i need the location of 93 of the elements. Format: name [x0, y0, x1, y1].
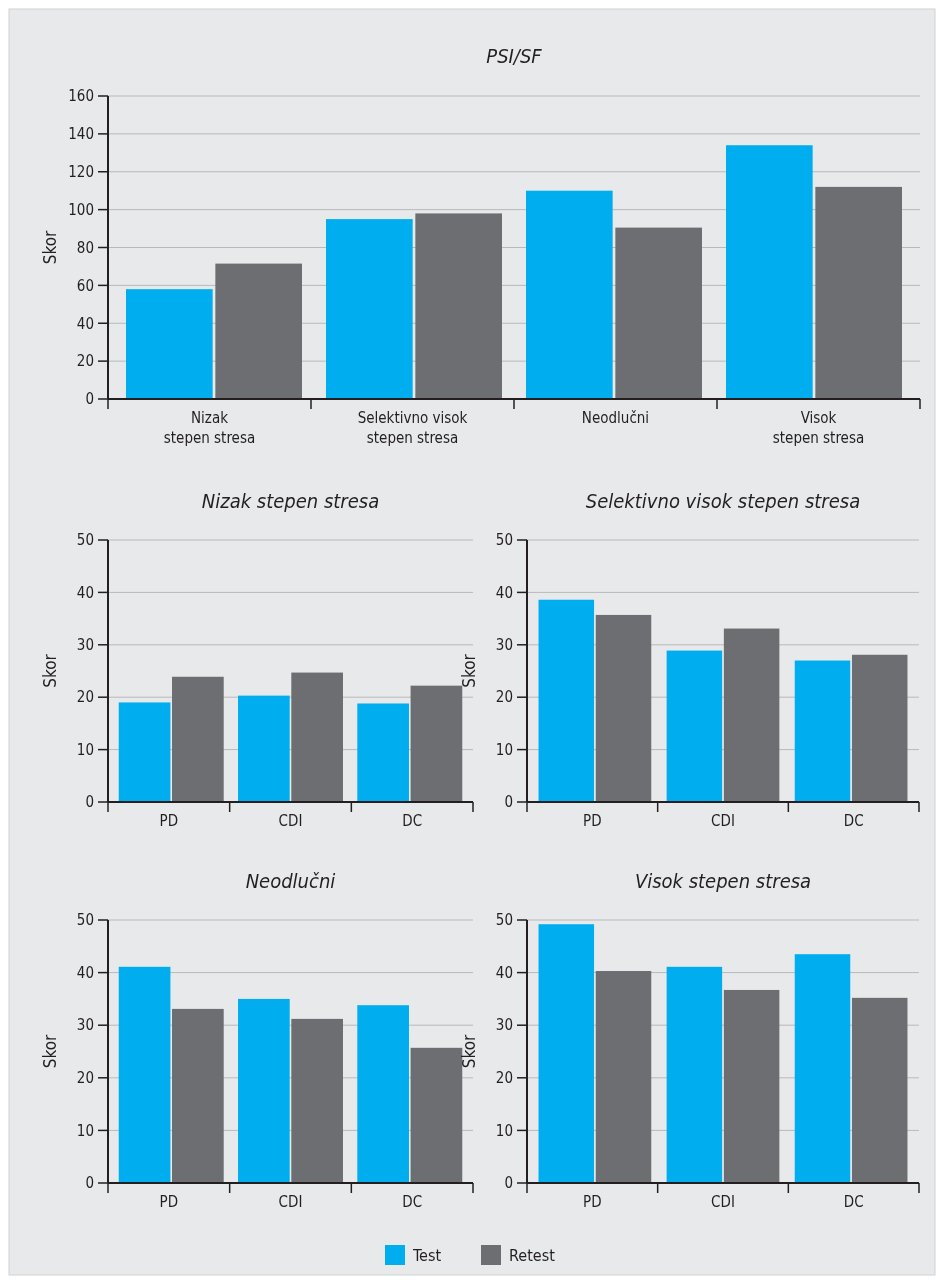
- x-tick-label: PD: [583, 812, 602, 830]
- x-tick-label: CDI: [711, 1193, 735, 1211]
- bar: [538, 924, 595, 1183]
- bar: [357, 1005, 409, 1183]
- y-tick-label: 0: [85, 390, 94, 409]
- y-tick-label: 30: [495, 636, 513, 655]
- y-tick-label: 0: [85, 1174, 94, 1193]
- x-tick-label: CDI: [278, 1193, 303, 1211]
- y-tick-label: 20: [76, 1069, 94, 1088]
- y-tick-label: 50: [495, 911, 513, 930]
- y-tick-label: 160: [68, 87, 94, 106]
- y-axis-title: Skor: [40, 1033, 60, 1069]
- chart-title: Visok stepen stresa: [634, 869, 812, 893]
- bar: [726, 145, 813, 399]
- y-axis-title: Skor: [459, 653, 479, 688]
- bar: [118, 702, 171, 802]
- bar: [723, 628, 780, 802]
- bar: [410, 685, 463, 802]
- y-tick-label: 0: [504, 793, 513, 812]
- x-tick-label: DC: [843, 812, 864, 830]
- y-tick-label: 10: [495, 1121, 513, 1140]
- bar: [126, 289, 213, 399]
- y-tick-label: 50: [76, 531, 94, 550]
- y-axis-title: Skor: [40, 229, 60, 265]
- bar: [595, 971, 652, 1183]
- bar: [666, 650, 723, 802]
- x-tick-label: CDI: [711, 812, 735, 830]
- y-tick-label: 30: [495, 1016, 513, 1035]
- y-tick-label: 40: [495, 583, 513, 602]
- bar: [794, 954, 851, 1183]
- x-tick-label: DC: [843, 1193, 864, 1211]
- bar: [615, 227, 702, 399]
- y-tick-label: 40: [76, 314, 94, 333]
- bar: [410, 1047, 463, 1183]
- chart-title: Selektivno visok stepen stresa: [585, 489, 861, 513]
- y-tick-label: 0: [504, 1174, 513, 1193]
- x-tick-label: Selektivno visok stepen stresa: [357, 409, 468, 447]
- bar: [666, 966, 723, 1183]
- chart-title: Nizak stepen stresa: [201, 489, 380, 513]
- bar: [238, 695, 290, 802]
- y-tick-label: 60: [76, 276, 94, 295]
- x-tick-label: DC: [402, 812, 423, 830]
- bar: [291, 1018, 343, 1183]
- bar: [851, 997, 908, 1183]
- y-tick-label: 20: [76, 352, 94, 371]
- y-tick-label: 80: [76, 238, 94, 257]
- y-tick-label: 40: [76, 583, 94, 602]
- y-tick-label: 30: [76, 636, 94, 655]
- legend-label: Retest: [509, 1245, 556, 1265]
- legend-label: Test: [412, 1245, 442, 1265]
- y-tick-label: 20: [495, 1069, 513, 1088]
- bar: [851, 654, 908, 802]
- y-tick-label: 20: [495, 688, 513, 707]
- bar: [172, 676, 224, 802]
- y-tick-label: 20: [76, 688, 94, 707]
- bar: [794, 660, 851, 802]
- y-tick-label: 50: [495, 531, 513, 550]
- y-tick-label: 40: [495, 963, 513, 982]
- chart-title: Neodlučni: [245, 869, 336, 893]
- bar: [215, 263, 302, 399]
- bar: [815, 186, 902, 399]
- y-axis-title: Skor: [40, 653, 60, 688]
- x-tick-label: CDI: [278, 812, 303, 830]
- x-tick-label: Visok stepen stresa: [772, 409, 865, 447]
- y-tick-label: 10: [76, 740, 94, 759]
- y-tick-label: 40: [76, 963, 94, 982]
- bar: [526, 190, 613, 399]
- y-tick-label: 120: [68, 163, 94, 181]
- bar: [415, 213, 502, 399]
- bar: [538, 599, 595, 802]
- y-tick-label: 0: [85, 793, 94, 812]
- y-axis-title: Skor: [459, 1033, 479, 1069]
- bar: [291, 672, 343, 802]
- x-tick-label: PD: [583, 1193, 602, 1211]
- y-tick-label: 30: [76, 1016, 94, 1035]
- bar: [326, 219, 413, 399]
- y-tick-label: 50: [76, 911, 94, 930]
- y-tick-label: 10: [495, 740, 513, 759]
- bar: [172, 1008, 224, 1183]
- x-tick-label: PD: [159, 812, 179, 830]
- y-tick-label: 140: [68, 125, 94, 144]
- y-tick-label: 100: [68, 200, 94, 219]
- bar: [595, 614, 652, 802]
- bar: [238, 998, 290, 1183]
- chart-title: PSI/SF: [486, 44, 543, 68]
- bar: [357, 703, 409, 802]
- bar: [723, 989, 780, 1183]
- x-tick-label: DC: [402, 1193, 423, 1211]
- y-tick-label: 10: [76, 1121, 94, 1140]
- x-tick-label: Nizak stepen stresa: [163, 409, 256, 447]
- bar: [118, 966, 171, 1183]
- x-tick-label: PD: [159, 1193, 179, 1211]
- x-tick-label: Neodlučni: [581, 409, 650, 427]
